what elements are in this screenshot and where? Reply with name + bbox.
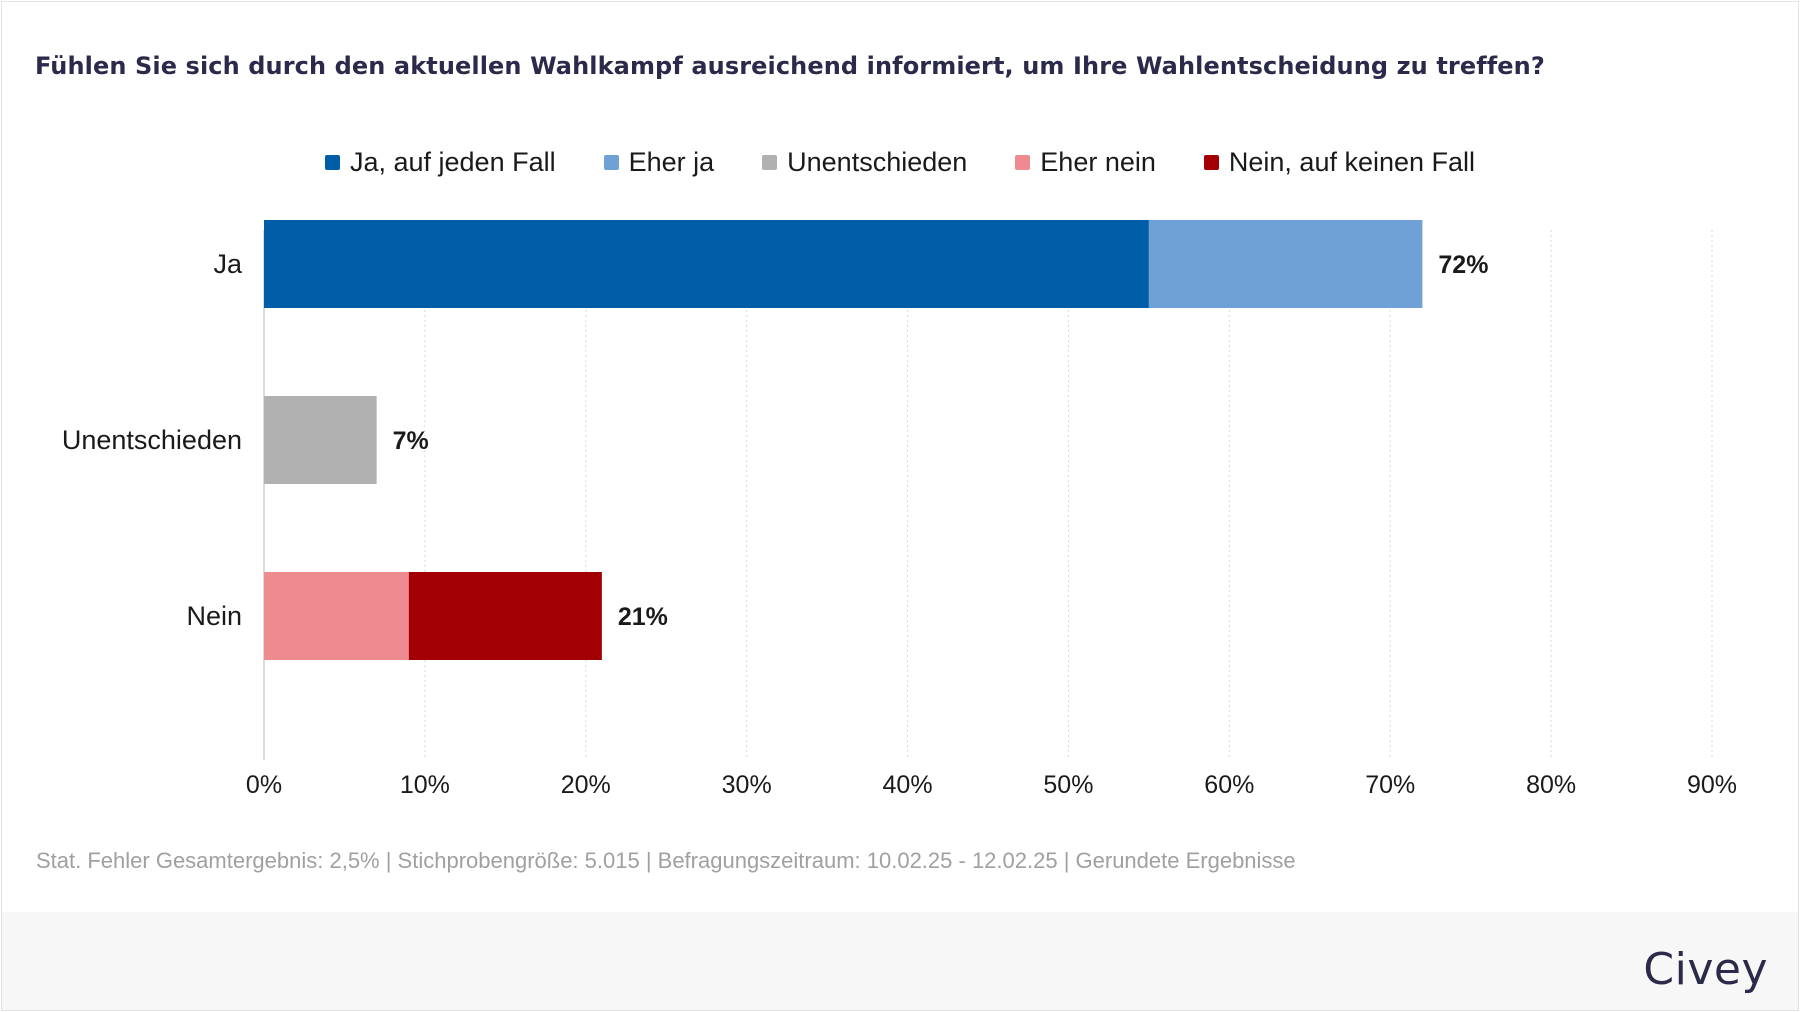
legend-swatch (324, 155, 340, 170)
legend-item-eher-ja: Eher ja (603, 147, 715, 178)
legend-item-nein-auf-keinen-fall: Nein, auf keinen Fall (1203, 147, 1476, 178)
legend-label: Eher ja (628, 147, 715, 177)
legend-label: Nein, auf keinen Fall (1228, 147, 1476, 177)
legend-label: Ja, auf jeden Fall (349, 147, 556, 177)
bar-segment (264, 396, 377, 484)
chart-legend: Ja, auf jeden Fall Eher ja Unentschieden… (2, 147, 1798, 178)
x-tick-label: 50% (1043, 771, 1093, 799)
brand-logo: Civey (1643, 944, 1768, 995)
category-label: Ja (213, 249, 243, 279)
x-tick-label: 60% (1204, 771, 1254, 799)
bar-segment (1148, 220, 1423, 308)
x-tick-label: 80% (1526, 771, 1576, 799)
category-label: Nein (186, 601, 242, 631)
x-tick-label: 0% (246, 771, 282, 799)
legend-item-eher-nein: Eher nein (1015, 147, 1156, 178)
chart-title: Fühlen Sie sich durch den aktuellen Wahl… (35, 52, 1545, 80)
legend-item-unentschieden: Unentschieden (762, 147, 967, 178)
footer: Civey (2, 912, 1798, 1010)
bar-segment (264, 220, 1149, 308)
x-tick-label: 10% (400, 771, 450, 799)
x-tick-label: 40% (883, 771, 933, 799)
legend-swatch (1015, 155, 1031, 170)
data-label: 21% (618, 603, 668, 631)
legend-item-ja-auf-jeden-fall: Ja, auf jeden Fall (324, 147, 556, 178)
data-label: 72% (1438, 251, 1488, 279)
legend-label: Eher nein (1040, 147, 1156, 177)
legend-swatch (603, 155, 619, 170)
legend-swatch (1203, 155, 1219, 170)
x-tick-label: 30% (722, 771, 772, 799)
legend-swatch (762, 155, 778, 170)
footnote: Stat. Fehler Gesamtergebnis: 2,5% | Stic… (36, 848, 1296, 873)
category-label: Unentschieden (62, 425, 242, 455)
bar-segment (264, 572, 409, 660)
x-tick-label: 70% (1365, 771, 1415, 799)
x-tick-label: 20% (561, 771, 611, 799)
bar-segment (408, 572, 602, 660)
x-tick-label: 90% (1687, 771, 1737, 799)
data-label: 7% (393, 427, 429, 455)
legend-label: Unentschieden (787, 147, 968, 177)
